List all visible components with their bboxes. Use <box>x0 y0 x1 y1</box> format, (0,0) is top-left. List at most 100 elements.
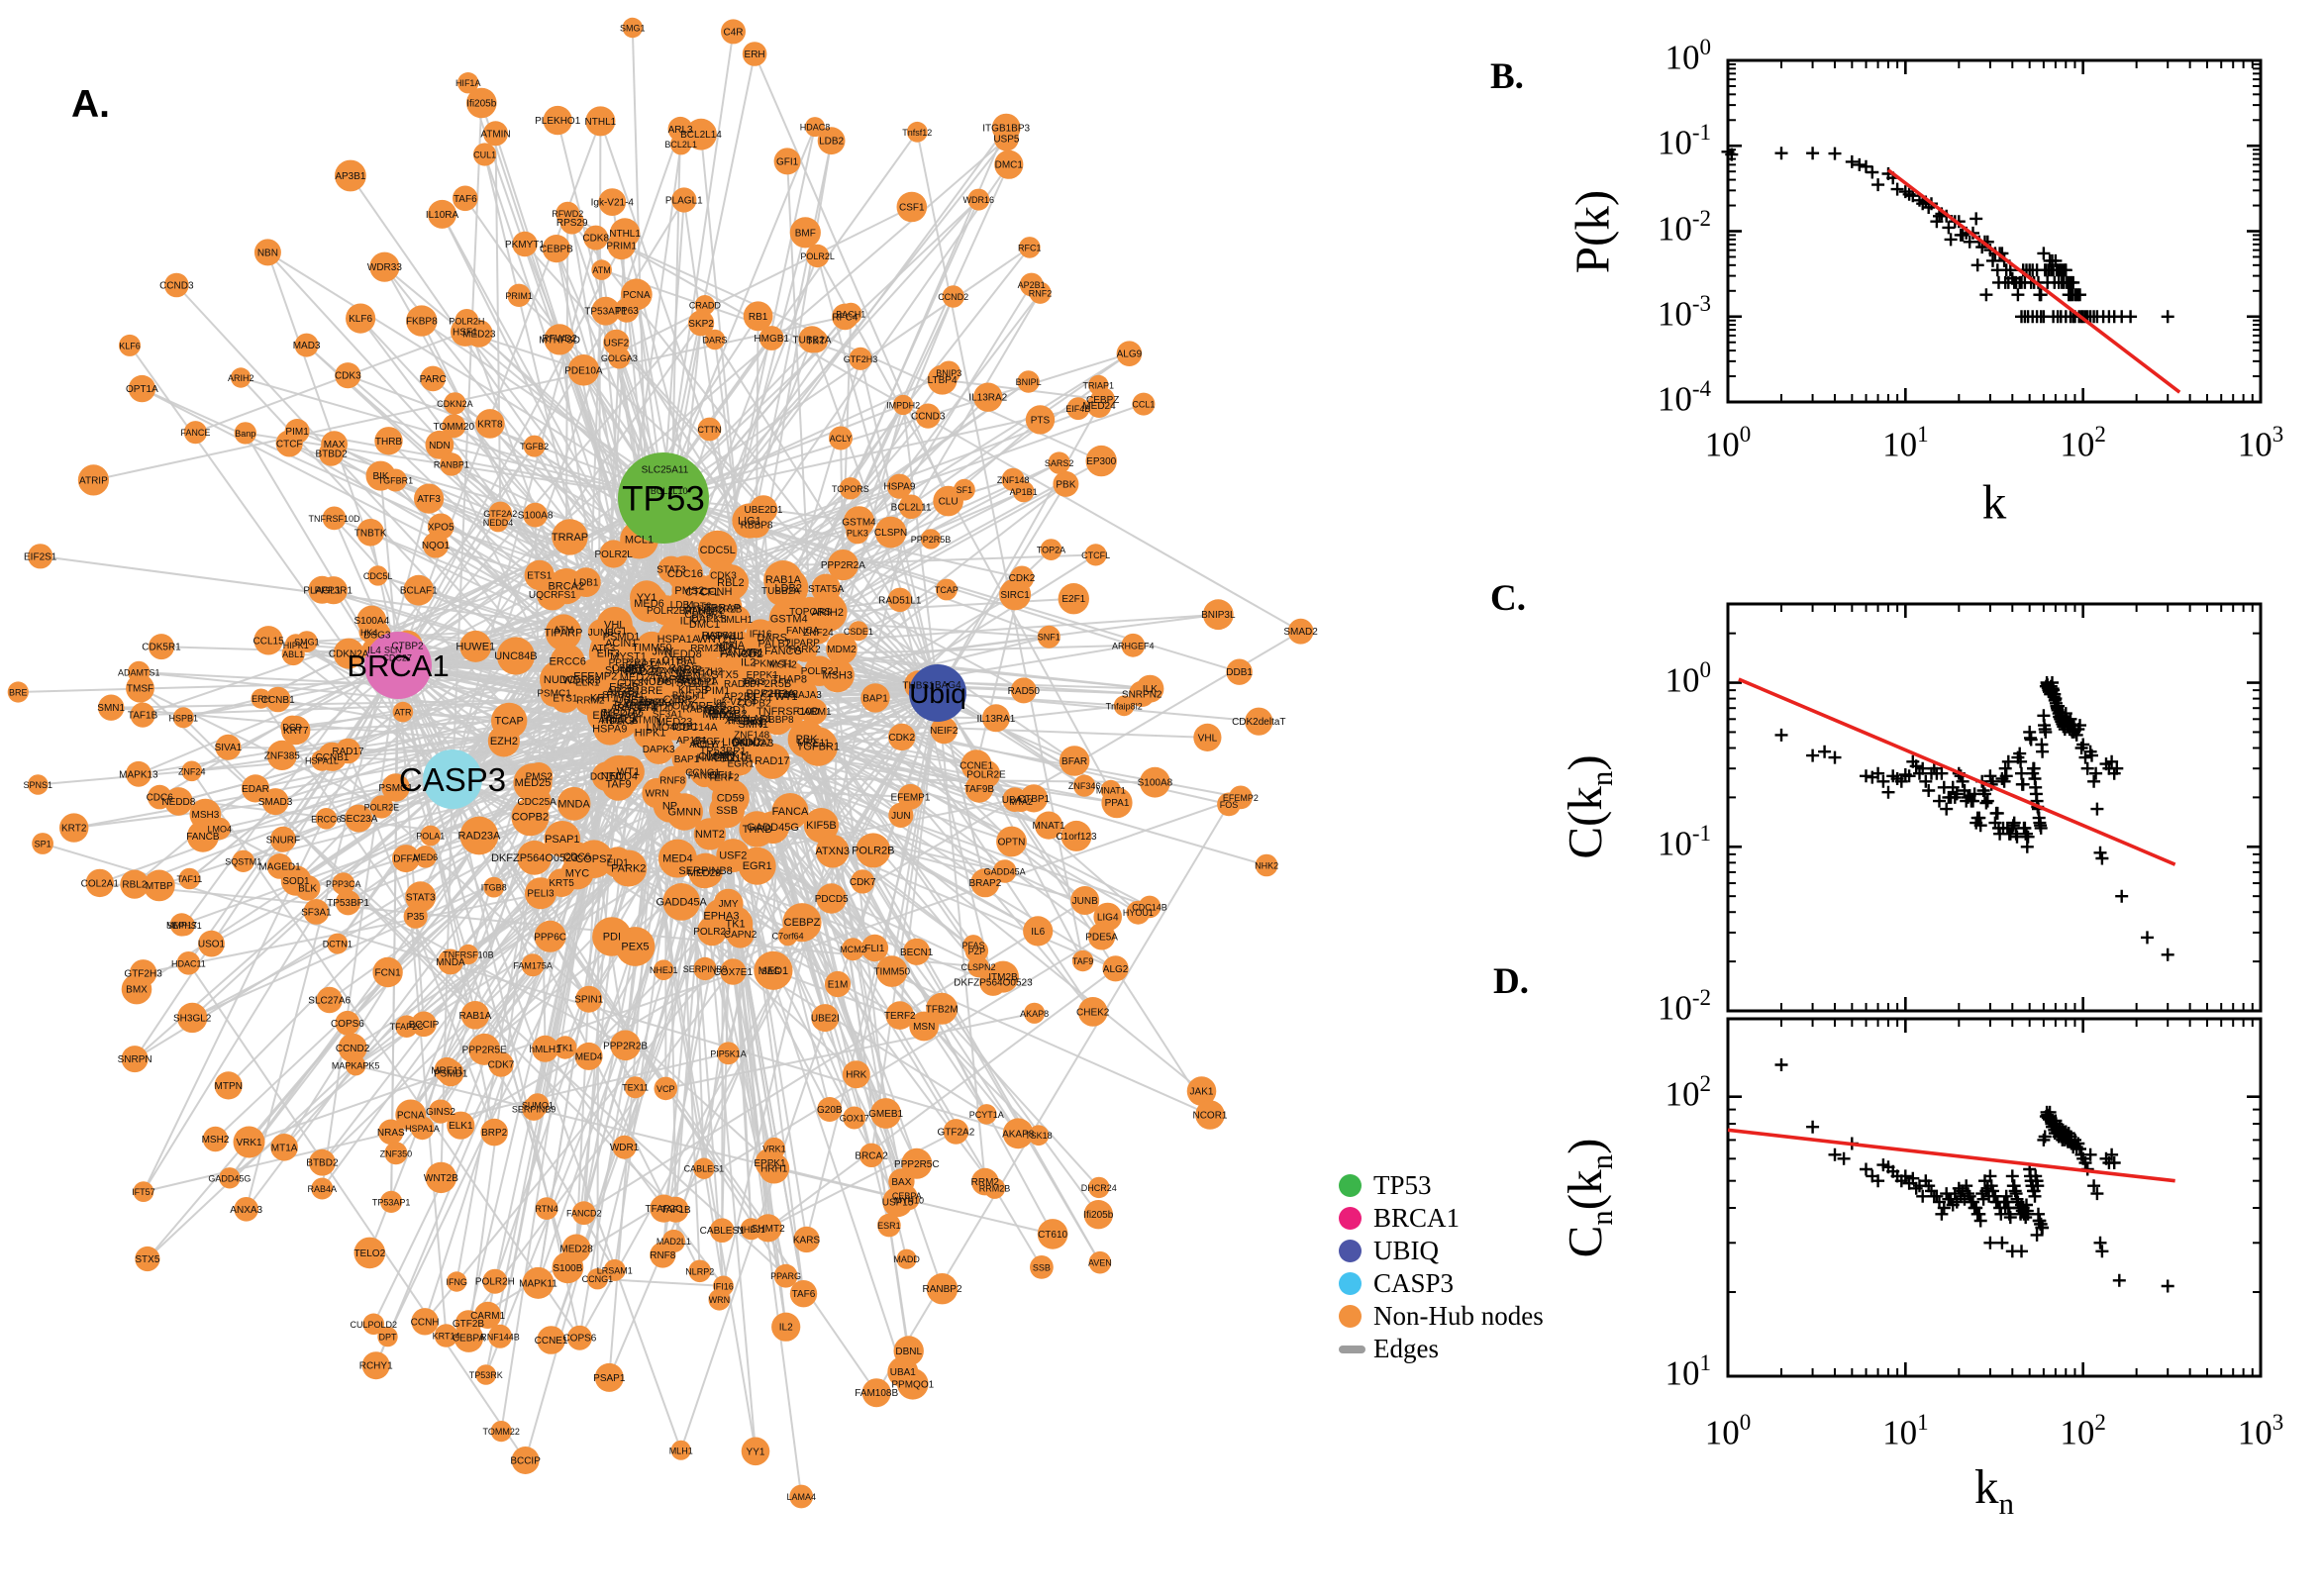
network-node <box>743 301 773 332</box>
network-node <box>231 367 252 388</box>
network-node <box>543 105 572 136</box>
network-node <box>587 619 614 646</box>
network-node-label: TIPARP <box>545 628 583 640</box>
network-node-label: ETS1 <box>553 694 577 705</box>
network-node-label: MTHFSD <box>539 335 580 346</box>
network-node-label: KLF6 <box>119 341 141 350</box>
network-node-label: EIF4B <box>609 682 640 694</box>
network-node-label: CDK3 <box>335 371 361 382</box>
plot-B-x-tick-label: 103 <box>2237 422 2284 464</box>
network-node <box>164 272 189 298</box>
network-node-label: PBK <box>1056 479 1075 490</box>
network-node <box>742 708 768 735</box>
network-node-label: MTA2 <box>1010 797 1033 807</box>
network-node <box>874 516 907 549</box>
plot-D-x-tick-label: 100 <box>1704 1410 1752 1452</box>
network-node-label: PIP5K1A <box>710 1048 747 1058</box>
network-node-label: Igk-V21-4 <box>714 697 758 708</box>
network-node-label: TCAP <box>495 716 524 728</box>
network-node <box>981 704 1010 733</box>
network-node <box>534 920 566 952</box>
network-node-label: DSG3 <box>363 631 391 642</box>
network-node-label: SUMO1 <box>605 665 644 677</box>
network-node-label: CDK2deltaT <box>1232 717 1285 728</box>
network-node-label: MYH10 <box>894 1195 924 1205</box>
network-node <box>789 1484 814 1509</box>
network-node-label: ZNF24 <box>178 766 206 776</box>
network-node-label: ARHGEF4 <box>1112 641 1155 650</box>
network-node-label: BRAP2 <box>969 878 1002 889</box>
network-node-label: IL6 <box>1031 927 1045 938</box>
network-node-label: G20B <box>817 1105 843 1116</box>
network-node <box>697 417 722 442</box>
network-node-label: PSAP1 <box>593 1373 626 1384</box>
network-node <box>121 973 152 1005</box>
network-node <box>930 716 958 745</box>
network-panel: MNDA Ifi205b POLR2B ZNF24 USF2 MCM2 C7orf64 TUB… <box>7 17 1318 1509</box>
network-node <box>1048 451 1070 474</box>
network-node-label: COPS6 <box>562 1334 596 1345</box>
network-node-label: UQCRFS1 <box>529 590 576 601</box>
network-node-label: BNIP3L <box>1201 610 1236 621</box>
network-node-label: S100A8 <box>1138 778 1173 789</box>
network-node <box>624 1076 647 1099</box>
network-node <box>266 740 297 771</box>
network-node-label: TGFB2 <box>520 442 549 451</box>
network-node-label: CTBP2 <box>663 694 698 706</box>
network-node <box>198 930 225 957</box>
panel-d-y-axis-title: Cn(kn) <box>1558 1138 1619 1258</box>
network-node <box>28 774 49 795</box>
network-node <box>1029 281 1052 304</box>
network-node-label: PSMD1 <box>603 632 641 644</box>
network-node-label: LTBP4 <box>928 375 958 386</box>
network-node <box>438 948 463 975</box>
network-node-label: HDAC8 <box>601 715 638 727</box>
network-node-label: RB1 <box>749 312 768 323</box>
network-node-label: XPO5 <box>428 522 454 533</box>
network-node-labels: MNDA Ifi205b POLR2B ZNF24 USF2 MCM2 C7orf64 TUB… <box>9 24 1318 1503</box>
network-node-label: SERPINB8 <box>678 865 732 877</box>
panel-c-label: C. <box>1490 578 1526 619</box>
network-node-label: LIG4 <box>1097 913 1119 924</box>
network-node-label: CCNE1 <box>960 760 993 771</box>
network-node <box>1037 625 1060 648</box>
network-node-label: BCL2L11 <box>891 502 932 513</box>
network-node <box>887 587 912 612</box>
network-node <box>517 840 553 875</box>
network-node <box>771 793 809 830</box>
network-node <box>758 1152 790 1184</box>
network-node <box>483 876 505 898</box>
network-node <box>693 956 717 981</box>
network-node <box>561 1234 591 1263</box>
network-node-label: NQO1 <box>422 541 451 551</box>
network-node <box>816 883 847 914</box>
network-node <box>861 1378 891 1408</box>
network-node <box>338 1033 367 1062</box>
network-node <box>817 127 846 155</box>
network-node <box>126 673 154 703</box>
network-node-label: CDK2 <box>1009 573 1036 584</box>
network-node <box>994 150 1024 179</box>
network-node-label: HK4 <box>360 628 378 638</box>
network-node-label: CULPOLD2 <box>351 1320 398 1330</box>
network-node-label: THBS1 <box>902 680 935 691</box>
network-node-label: CCNB1 <box>261 695 295 706</box>
network-node-label: BAX <box>891 1177 911 1188</box>
network-node-label: FKBP8 <box>406 317 438 328</box>
network-node <box>636 631 668 664</box>
network-node-label: FAM175A <box>650 657 693 668</box>
network-node-label: SLC25A11 <box>642 464 689 475</box>
network-node-label: POLR2H <box>475 1277 515 1288</box>
network-node-label: VHL <box>1198 733 1218 744</box>
panel-d-x-axis-title: kn <box>1974 1459 2014 1521</box>
network-node-label: KRT8 <box>477 419 503 430</box>
plot-B-fit-line <box>1886 168 2181 394</box>
network-node-label: TKT <box>806 337 825 348</box>
network-node-label: CDC27 <box>739 739 771 749</box>
legend-item-ubiq: UBIQ <box>1339 1235 1544 1267</box>
network-node-label: RFWD2 <box>542 334 577 345</box>
network-node-label: BRCA2 <box>548 581 584 593</box>
network-node-label: DKFZP564O0523 <box>491 852 577 864</box>
network-node-label: MNDA <box>436 957 465 968</box>
network-node-label: DARS <box>757 633 787 645</box>
